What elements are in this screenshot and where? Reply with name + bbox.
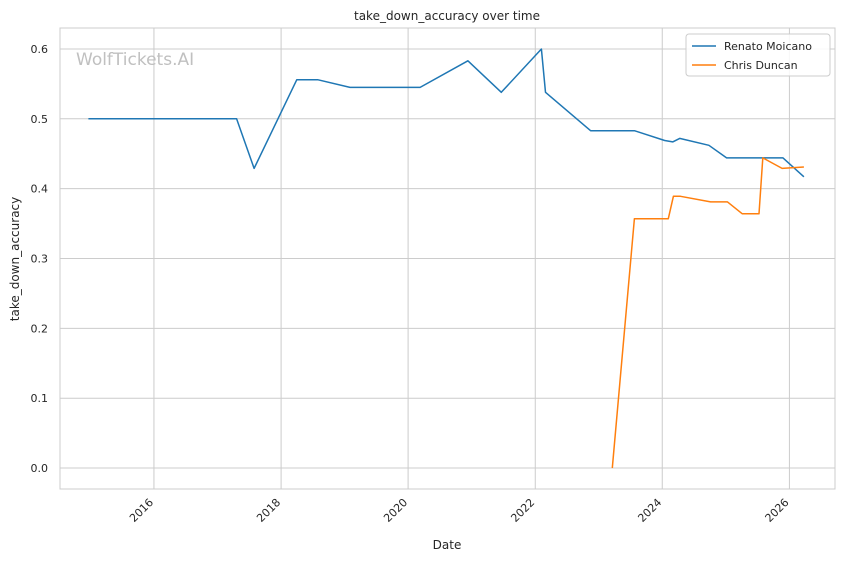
y-axis-ticks: 0.0 0.1 0.2 0.3 0.4 0.5 0.6 bbox=[31, 43, 49, 475]
legend-label: Chris Duncan bbox=[724, 59, 798, 72]
legend: Renato Moicano Chris Duncan bbox=[685, 33, 831, 77]
series-line bbox=[611, 157, 804, 469]
series-layer bbox=[88, 48, 805, 469]
watermark: WolfTickets.AI bbox=[76, 50, 194, 70]
series-line bbox=[88, 48, 805, 178]
y-axis-title: take_down_accuracy bbox=[8, 197, 22, 321]
y-tick-label: 0.2 bbox=[31, 322, 49, 335]
y-tick-label: 0.6 bbox=[31, 43, 49, 56]
plot-frame bbox=[59, 27, 836, 490]
y-tick-label: 0.3 bbox=[31, 253, 49, 266]
chart-title: take_down_accuracy over time bbox=[354, 9, 540, 23]
x-axis-title: Date bbox=[433, 538, 462, 552]
legend-box bbox=[685, 33, 831, 77]
y-tick-label: 0.1 bbox=[31, 392, 49, 405]
y-tick-label: 0.0 bbox=[31, 462, 49, 475]
y-tick-label: 0.5 bbox=[31, 113, 49, 126]
y-tick-label: 0.4 bbox=[31, 183, 49, 196]
legend-label: Renato Moicano bbox=[724, 40, 812, 53]
